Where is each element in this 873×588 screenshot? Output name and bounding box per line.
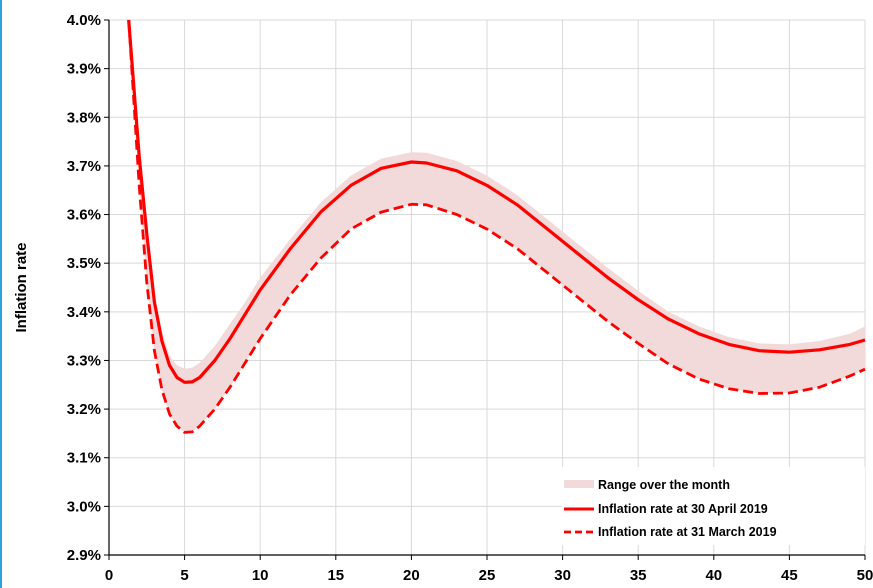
- series-line-april: [127, 19, 866, 384]
- y-tick-label: 3.0%: [67, 498, 101, 515]
- x-tick-label: 35: [630, 567, 647, 584]
- y-axis-title: Inflation rate: [13, 242, 30, 332]
- x-tick-label: 30: [554, 567, 571, 584]
- legend-label: Range over the month: [598, 478, 730, 492]
- y-tick-labels: 2.9% 3.0% 3.1% 3.2% 3.3% 3.4% 3.5% 3.6% 3.7% 3.8%…: [67, 12, 101, 564]
- x-tick-label: 40: [705, 567, 722, 584]
- range-band: [128, 20, 865, 433]
- x-tick-label: 10: [252, 567, 269, 584]
- y-tick-label: 3.2%: [67, 401, 101, 418]
- series-layer: [127, 19, 866, 434]
- x-tick-label: 50: [857, 567, 873, 584]
- y-tick-label: 3.3%: [67, 352, 101, 369]
- legend-swatch-band: [564, 480, 594, 488]
- legend-label: Inflation rate at 30 April 2019: [598, 502, 768, 516]
- legend-background: [562, 467, 865, 545]
- legend-label: Inflation rate at 31 March 2019: [598, 525, 777, 539]
- axes: [104, 19, 866, 560]
- x-tick-label: 5: [180, 567, 188, 584]
- y-tick-label: 3.7%: [67, 158, 101, 175]
- x-tick-labels: 0 5 10 15 20 25 30 35 40 45 50: [105, 567, 873, 584]
- y-tick-label: 3.4%: [67, 304, 101, 321]
- y-tick-label: 3.9%: [67, 61, 101, 78]
- y-tick-label: 3.6%: [67, 207, 101, 224]
- x-tick-label: 15: [327, 567, 344, 584]
- range-band-layer: [128, 20, 865, 433]
- x-tick-label: 0: [105, 567, 113, 584]
- x-tick-label: 20: [403, 567, 420, 584]
- y-tick-label: 3.8%: [67, 109, 101, 126]
- y-tick-label: 4.0%: [67, 12, 101, 29]
- y-tick-label: 2.9%: [67, 547, 101, 564]
- x-tick-label: 45: [781, 567, 798, 584]
- legend: Range over the month Inflation rate at 30…: [562, 467, 865, 545]
- y-tick-label: 3.1%: [67, 450, 101, 467]
- series-line-march: [127, 19, 866, 434]
- y-tick-label: 3.5%: [67, 255, 101, 272]
- x-tick-label: 25: [479, 567, 496, 584]
